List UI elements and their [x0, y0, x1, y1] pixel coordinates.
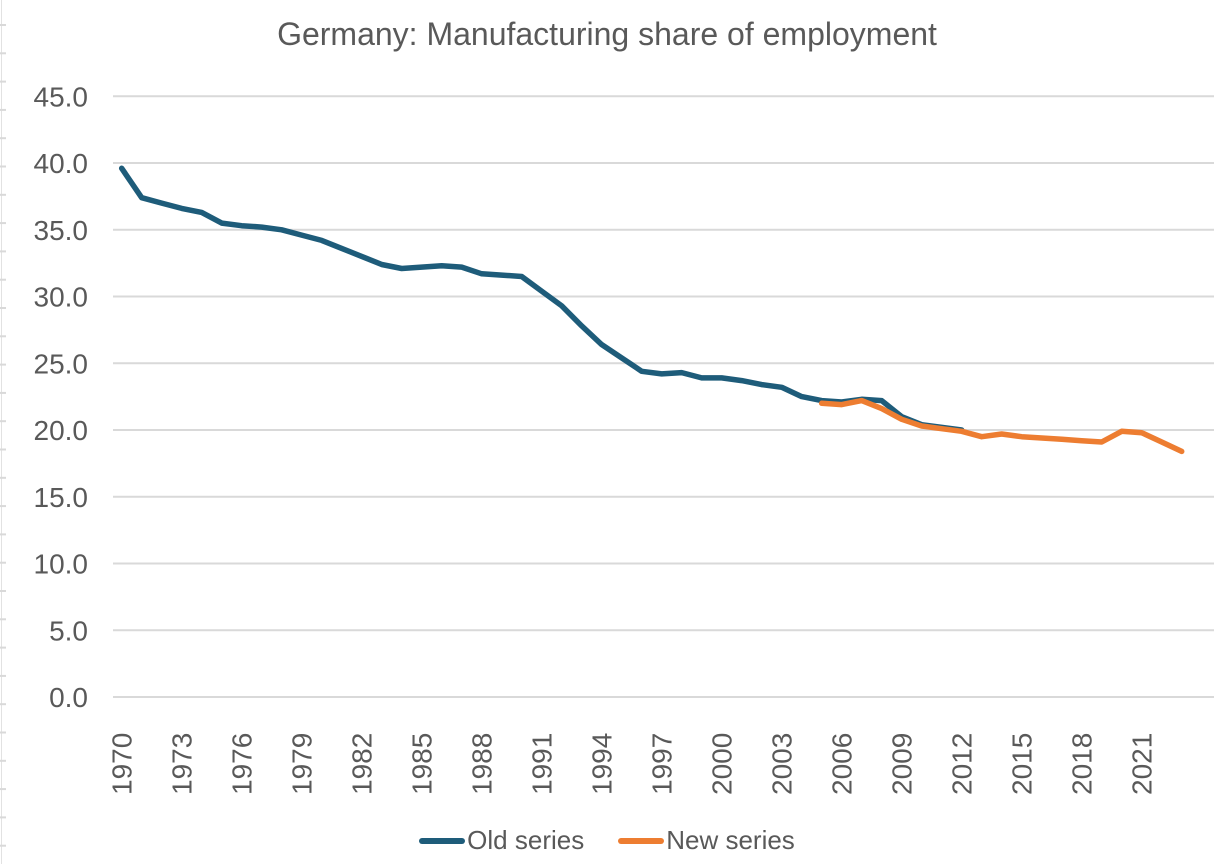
y-axis-tick-label: 20.0 — [34, 415, 89, 446]
y-axis-tick-label: 40.0 — [34, 148, 89, 179]
x-axis-tick-label: 1976 — [227, 733, 258, 795]
legend-label-new-series: New series — [666, 825, 795, 855]
y-axis-tick-label: 15.0 — [34, 482, 89, 513]
x-axis-tick-label: 2021 — [1127, 733, 1158, 795]
x-axis-tick-label: 2018 — [1067, 733, 1098, 795]
y-axis-tick-label: 45.0 — [34, 81, 89, 112]
x-axis-tick-label: 2009 — [887, 733, 918, 795]
old-series-line — [118, 165, 965, 433]
x-axis-tick-label: 1991 — [527, 733, 558, 795]
old-series-line-swatch — [419, 837, 466, 844]
legend-item-old-series: Old series — [419, 825, 584, 856]
y-axis-tick-label: 10.0 — [34, 549, 89, 580]
x-axis-tick-label: 1979 — [287, 733, 318, 795]
chart-legend: Old series New series — [0, 825, 1214, 856]
y-axis-tick-label: 25.0 — [34, 348, 89, 379]
new-series-line — [818, 397, 1185, 455]
x-axis-tick-label: 1997 — [647, 733, 678, 795]
x-axis-tick-label: 2006 — [827, 733, 858, 795]
legend-label-old-series: Old series — [467, 825, 585, 855]
x-axis-tick-label: 1994 — [587, 733, 618, 795]
x-axis-tick-label: 2000 — [707, 733, 738, 795]
x-axis-tick-label: 2012 — [947, 733, 978, 795]
chart-title: Germany: Manufacturing share of employme… — [277, 16, 937, 52]
x-axis-tick-label: 1973 — [167, 733, 198, 795]
y-axis-tick-label: 30.0 — [34, 282, 89, 313]
x-axis-tick-label: 1988 — [467, 733, 498, 795]
x-axis-tick-label: 1982 — [347, 733, 378, 795]
legend-item-new-series: New series — [618, 825, 795, 856]
x-axis-tick-label: 2003 — [767, 733, 798, 795]
x-axis-tick-label: 2015 — [1007, 733, 1038, 795]
y-axis-tick-label: 5.0 — [49, 615, 88, 646]
new-series-line-swatch — [618, 837, 665, 844]
y-axis-tick-label: 35.0 — [34, 215, 89, 246]
y-axis-tick-label: 0.0 — [49, 682, 88, 713]
x-axis-tick-label: 1970 — [107, 733, 138, 795]
x-axis-tick-label: 1985 — [407, 733, 438, 795]
